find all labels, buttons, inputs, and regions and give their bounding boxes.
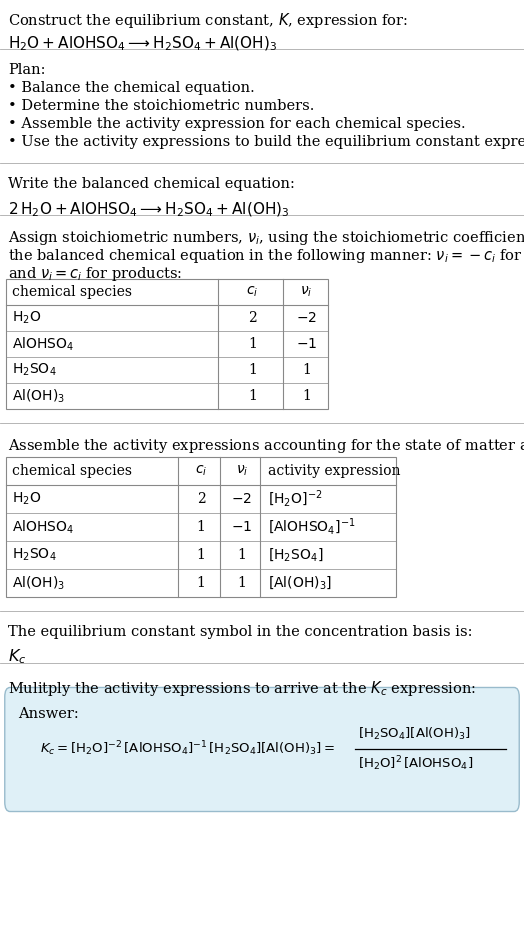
Text: the balanced chemical equation in the following manner: $\nu_i = -c_i$ for react: the balanced chemical equation in the fo… (8, 247, 524, 265)
Text: $\nu_i$: $\nu_i$ (236, 464, 248, 478)
Text: $c_i$: $c_i$ (195, 464, 207, 478)
Text: 1: 1 (302, 363, 311, 377)
Text: $-2$: $-2$ (296, 311, 317, 325)
Text: $[\mathrm{H_2O}]^2 \, [\mathrm{AlOHSO_4}]$: $[\mathrm{H_2O}]^2 \, [\mathrm{AlOHSO_4}… (358, 755, 473, 773)
Text: $\mathrm{H_2O + AlOHSO_4 \longrightarrow H_2SO_4 + Al(OH)_3}$: $\mathrm{H_2O + AlOHSO_4 \longrightarrow… (8, 35, 277, 53)
Text: $\mathrm{2\,H_2O + AlOHSO_4 \longrightarrow H_2SO_4 + Al(OH)_3}$: $\mathrm{2\,H_2O + AlOHSO_4 \longrightar… (8, 201, 290, 220)
Text: $[\mathrm{H_2SO_4}][\mathrm{Al(OH)_3}]$: $[\mathrm{H_2SO_4}][\mathrm{Al(OH)_3}]$ (358, 726, 471, 742)
Text: Mulitply the activity expressions to arrive at the $K_c$ expression:: Mulitply the activity expressions to arr… (8, 679, 476, 698)
Text: 1: 1 (302, 389, 311, 403)
Text: • Balance the chemical equation.: • Balance the chemical equation. (8, 81, 255, 95)
Text: Write the balanced chemical equation:: Write the balanced chemical equation: (8, 177, 295, 191)
Text: The equilibrium constant symbol in the concentration basis is:: The equilibrium constant symbol in the c… (8, 625, 473, 639)
Text: $K_c$: $K_c$ (8, 647, 26, 666)
Text: 2: 2 (196, 492, 205, 506)
Text: $\nu_i$: $\nu_i$ (300, 284, 313, 300)
Text: $\mathrm{H_2SO_4}$: $\mathrm{H_2SO_4}$ (12, 547, 57, 563)
Text: 1: 1 (248, 363, 257, 377)
Text: 1: 1 (196, 520, 205, 534)
Text: chemical species: chemical species (12, 464, 132, 478)
Text: $-1$: $-1$ (296, 337, 317, 351)
Text: $\mathrm{AlOHSO_4}$: $\mathrm{AlOHSO_4}$ (12, 518, 74, 535)
Text: $[\mathrm{Al(OH)_3}]$: $[\mathrm{Al(OH)_3}]$ (268, 574, 332, 592)
Text: $\mathrm{Al(OH)_3}$: $\mathrm{Al(OH)_3}$ (12, 574, 65, 592)
Text: $c_i$: $c_i$ (246, 284, 259, 300)
Text: Answer:: Answer: (18, 707, 79, 721)
Text: and $\nu_i = c_i$ for products:: and $\nu_i = c_i$ for products: (8, 265, 182, 283)
Text: $[\mathrm{H_2SO_4}]$: $[\mathrm{H_2SO_4}]$ (268, 547, 323, 563)
Text: 1: 1 (237, 548, 246, 562)
Bar (6, 279, 328, 409)
Text: • Assemble the activity expression for each chemical species.: • Assemble the activity expression for e… (8, 117, 466, 131)
Text: $-2$: $-2$ (232, 492, 253, 506)
Text: $[\mathrm{AlOHSO_4}]^{-1}$: $[\mathrm{AlOHSO_4}]^{-1}$ (268, 516, 355, 537)
Text: 1: 1 (248, 389, 257, 403)
Text: • Use the activity expressions to build the equilibrium constant expression.: • Use the activity expressions to build … (8, 135, 524, 149)
Text: $-1$: $-1$ (232, 520, 253, 534)
Text: Construct the equilibrium constant, $K$, expression for:: Construct the equilibrium constant, $K$,… (8, 11, 408, 30)
Text: 1: 1 (196, 548, 205, 562)
Text: chemical species: chemical species (12, 285, 132, 299)
Text: Plan:: Plan: (8, 63, 46, 77)
Text: $\mathrm{H_2O}$: $\mathrm{H_2O}$ (12, 491, 41, 507)
Bar (6, 457, 396, 597)
Text: $[\mathrm{H_2O}]^{-2}$: $[\mathrm{H_2O}]^{-2}$ (268, 489, 322, 509)
Text: $\mathrm{AlOHSO_4}$: $\mathrm{AlOHSO_4}$ (12, 336, 74, 353)
Text: Assemble the activity expressions accounting for the state of matter and $\nu_i$: Assemble the activity expressions accoun… (8, 437, 524, 455)
Text: Assign stoichiometric numbers, $\nu_i$, using the stoichiometric coefficients, $: Assign stoichiometric numbers, $\nu_i$, … (8, 229, 524, 247)
Text: $\mathrm{H_2SO_4}$: $\mathrm{H_2SO_4}$ (12, 361, 57, 378)
Text: 2: 2 (248, 311, 257, 325)
Text: • Determine the stoichiometric numbers.: • Determine the stoichiometric numbers. (8, 99, 314, 113)
Text: $\mathrm{Al(OH)_3}$: $\mathrm{Al(OH)_3}$ (12, 387, 65, 405)
Text: 1: 1 (196, 576, 205, 590)
Text: activity expression: activity expression (268, 464, 400, 478)
Text: $K_c = [\mathrm{H_2O}]^{-2} \, [\mathrm{AlOHSO_4}]^{-1} \, [\mathrm{H_2SO_4}][\m: $K_c = [\mathrm{H_2O}]^{-2} \, [\mathrm{… (40, 740, 335, 758)
Text: 1: 1 (237, 576, 246, 590)
Text: 1: 1 (248, 337, 257, 351)
FancyBboxPatch shape (5, 688, 519, 811)
Text: $\mathrm{H_2O}$: $\mathrm{H_2O}$ (12, 310, 41, 326)
